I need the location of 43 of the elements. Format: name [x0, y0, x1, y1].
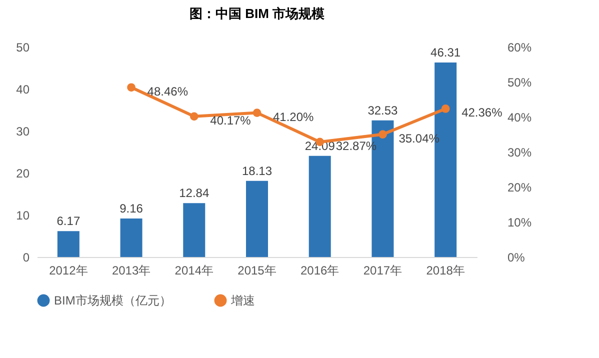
data-label: 42.36% — [462, 106, 503, 120]
point — [441, 104, 450, 113]
y2-tick-label: 10% — [508, 216, 532, 230]
data-label: 6.17 — [56, 214, 80, 228]
data-label: 41.20% — [273, 110, 314, 124]
data-label: 32.53 — [368, 103, 398, 118]
y2-tick-label: 50% — [508, 76, 532, 90]
data-label: 9.16 — [120, 202, 144, 216]
bar — [246, 180, 268, 257]
bar — [183, 203, 206, 257]
point — [252, 108, 262, 117]
x-tick-label: 2017年 — [363, 264, 402, 278]
data-label: 46.31 — [430, 46, 461, 60]
y-tick-label: 50 — [16, 40, 30, 54]
point — [190, 112, 198, 121]
chart-title: 图：中国 BIM 市场规模 — [189, 6, 325, 21]
y-tick-label: 10 — [16, 208, 30, 222]
x-tick-label: 2015年 — [238, 264, 276, 278]
y-tick-label: 20 — [16, 166, 30, 180]
x-tick-label: 2012年 — [49, 264, 88, 278]
y-tick-label: 0 — [22, 250, 30, 264]
point — [378, 130, 387, 139]
x-tick-label: 2018年 — [426, 264, 465, 278]
x-tick-label: 2014年 — [174, 264, 214, 278]
x-tick-label: 2016年 — [300, 264, 340, 278]
data-label: 12.84 — [179, 186, 210, 200]
bar — [57, 231, 80, 257]
y-tick-label: 30 — [16, 124, 30, 138]
y2-tick-label: 20% — [508, 180, 532, 194]
point — [127, 83, 136, 92]
y-tick-label: 40 — [16, 82, 30, 96]
y2-tick-label: 60% — [508, 40, 532, 54]
y2-tick-label: 40% — [508, 110, 532, 124]
data-label: 48.46% — [147, 84, 188, 98]
bar — [120, 218, 142, 257]
legend-label: 增速 — [230, 294, 255, 308]
data-label: 40.17% — [210, 113, 252, 128]
data-label: 18.13 — [242, 164, 272, 178]
y2-tick-label: 0% — [508, 250, 526, 264]
x-tick-label: 2013年 — [112, 264, 151, 278]
legend-label: BIM市场规模（亿元） — [54, 294, 172, 308]
y2-tick-label: 30% — [508, 146, 532, 160]
bar — [308, 156, 331, 257]
